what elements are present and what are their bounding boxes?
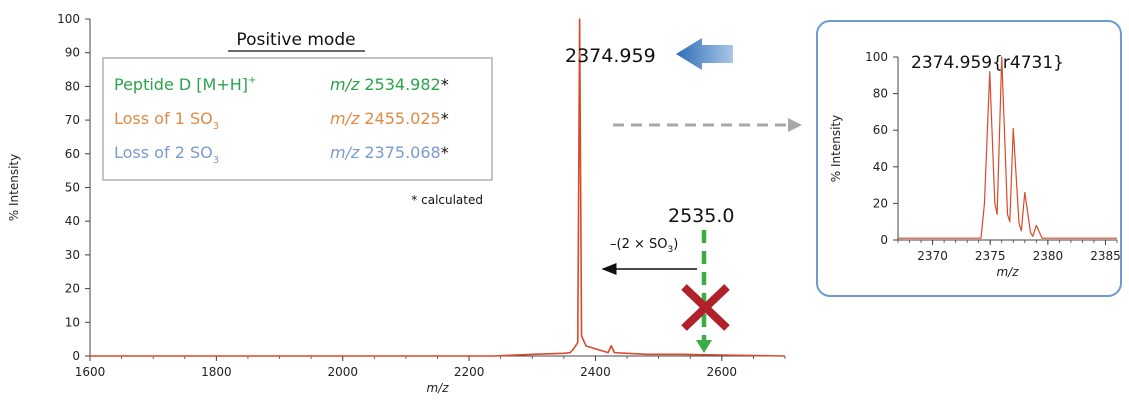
x-tick-label: 2375 <box>975 249 1006 263</box>
x-tick-label: 2600 <box>707 365 738 379</box>
x-tick-label: 2000 <box>327 365 358 379</box>
x-tick-label: 2370 <box>917 249 948 263</box>
y-tick-label: 80 <box>873 87 888 101</box>
y-tick-label: 100 <box>865 50 888 64</box>
x-axis-title: m/z <box>996 265 1019 279</box>
y-tick-label: 60 <box>65 147 80 161</box>
legend-row-loss2: Loss of 2 SO3 <box>114 143 219 166</box>
spectrum-series-line <box>898 56 1117 239</box>
y-axis-title: % Intensity <box>829 115 843 182</box>
main-peak-label: 2374.959 <box>565 45 656 67</box>
legend: Positive mode Peptide D [M+H]+ m/z 2534.9… <box>102 30 493 207</box>
green-arrowhead-icon <box>696 340 712 353</box>
legend-row-peptide: Peptide D [M+H]+ <box>114 75 256 94</box>
x-tick-label: 2400 <box>580 365 611 379</box>
x-axis-title: m/z <box>426 381 449 395</box>
legend-row-loss2-mz: m/z 2375.068* <box>330 143 449 162</box>
gray-arrowhead-icon <box>788 118 802 132</box>
red-cross-icon <box>681 284 730 331</box>
y-tick-label: 70 <box>65 113 80 127</box>
y-axis-title: % Intensity <box>7 154 21 221</box>
y-tick-label: 50 <box>65 181 80 195</box>
x-tick-label: 2200 <box>454 365 485 379</box>
legend-row-peptide-mz: m/z 2534.982* <box>330 75 449 94</box>
y-tick-label: 90 <box>65 46 80 60</box>
legend-row-loss1: Loss of 1 SO3 <box>114 109 219 132</box>
blue-arrow-icon <box>676 38 733 70</box>
y-tick-label: 60 <box>873 123 888 137</box>
y-tick-label: 20 <box>65 282 80 296</box>
y-tick-label: 40 <box>873 160 888 174</box>
spectrum-series-line <box>90 18 786 357</box>
inset-panel <box>816 20 1122 297</box>
main-axes: 1600 1800 2000 2200 2400 2600 0 10 20 30 40 50 60 70 8… <box>7 12 786 395</box>
y-tick-label: 20 <box>873 196 888 210</box>
inset-axes: 2370 2375 2380 2385 0 20 40 60 80 100 m/z % Intensi… <box>829 50 1121 279</box>
legend-title: Positive mode <box>236 30 355 50</box>
y-tick-label: 0 <box>72 349 80 363</box>
y-tick-label: 10 <box>65 315 80 329</box>
inset-plot-area <box>898 56 1117 239</box>
expected-peak-label: 2535.0 <box>668 205 734 227</box>
y-tick-label: 40 <box>65 214 80 228</box>
main-plot-area <box>90 18 786 357</box>
x-tick-label: 1800 <box>201 365 232 379</box>
legend-footnote: * calculated <box>411 193 483 207</box>
inset-title: 2374.959{r4731} <box>911 53 1064 73</box>
x-tick-label: 2385 <box>1090 249 1121 263</box>
y-tick-label: 0 <box>880 233 888 247</box>
y-tick-label: 30 <box>65 248 80 262</box>
legend-row-loss1-mz: m/z 2455.025* <box>330 109 449 128</box>
x-tick-label: 1600 <box>75 365 106 379</box>
x-tick-label: 2380 <box>1033 249 1064 263</box>
loss-label: –(2 × SO3) <box>610 237 678 255</box>
y-tick-label: 80 <box>65 79 80 93</box>
y-tick-label: 100 <box>57 12 80 26</box>
legend-box <box>102 57 493 181</box>
